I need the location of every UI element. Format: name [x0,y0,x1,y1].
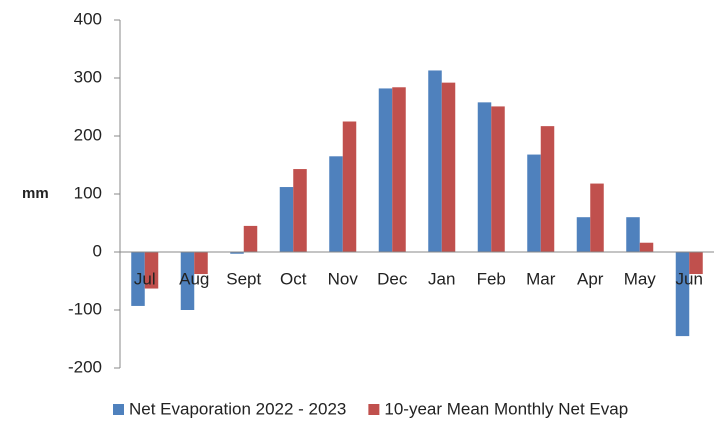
bar [576,217,591,252]
y-tick-label: 100 [74,183,102,202]
bar [626,217,640,252]
x-tick-label: Sept [226,269,261,288]
bar [590,183,604,252]
x-tick-label: Feb [477,269,506,288]
legend-label: Net Evaporation 2022 - 2023 [129,399,346,418]
x-tick-label: Jul [134,269,156,288]
bar [329,156,343,252]
legend-swatch [368,404,380,415]
y-axis-label: mm [22,185,49,202]
bar [527,154,541,252]
bar [293,169,307,252]
legend-label: 10-year Mean Monthly Net Evap [384,399,628,418]
x-tick-label: May [624,269,657,288]
bar [131,252,145,306]
bar [279,187,294,252]
x-tick-label: Jan [428,269,455,288]
x-tick-label: Jun [676,269,703,288]
bar [144,252,159,289]
bar [477,102,492,252]
y-tick-label: 0 [93,241,102,260]
x-tick-label: Oct [280,269,307,288]
bar [378,88,393,252]
bar [441,82,456,252]
bar [194,252,208,275]
bar [243,225,258,252]
x-tick-label: Nov [328,269,359,288]
bar [180,252,195,310]
bar [639,242,654,252]
y-tick-label: -100 [68,299,102,318]
x-tick-label: Dec [377,269,408,288]
legend-swatch [113,404,124,415]
x-tick-label: Mar [526,269,556,288]
x-tick-label: Aug [179,269,209,288]
bar [428,70,442,253]
y-tick-label: 400 [74,9,102,28]
bar [491,106,505,252]
x-tick-label: Apr [577,269,604,288]
bar [540,126,555,252]
y-tick-label: 300 [74,67,102,86]
bar [689,252,703,275]
y-tick-label: -200 [68,357,102,376]
bar [392,87,406,252]
bar [675,252,690,337]
y-tick-label: 200 [74,125,102,144]
bar [342,121,357,252]
bar [230,252,244,254]
